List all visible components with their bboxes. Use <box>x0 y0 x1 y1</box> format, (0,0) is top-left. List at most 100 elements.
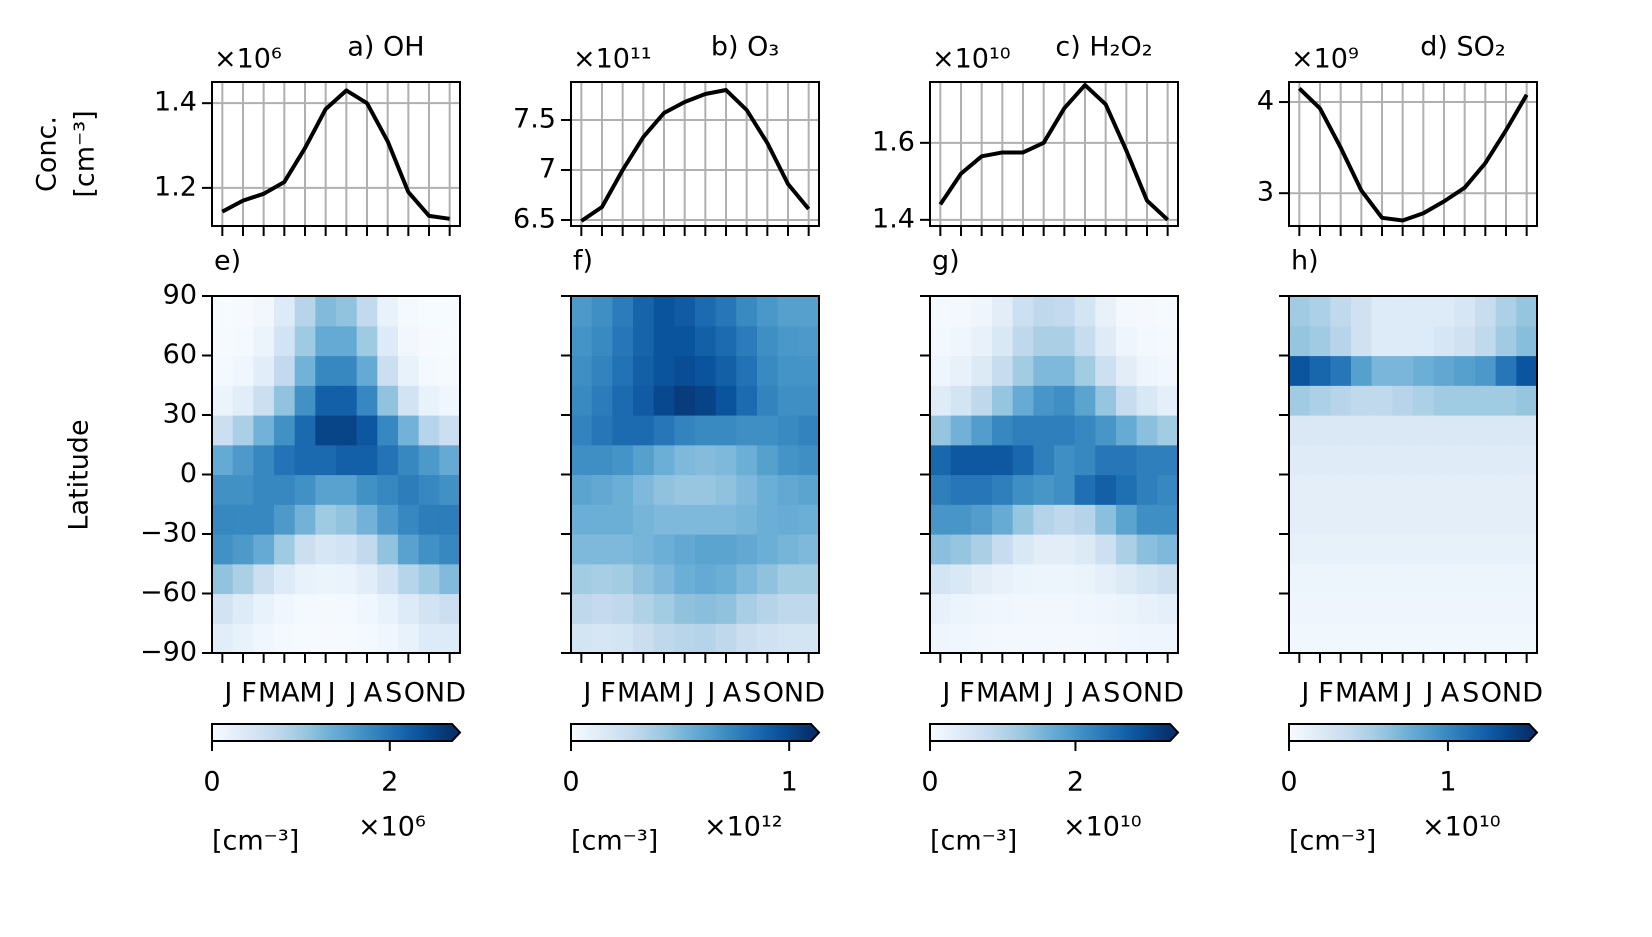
panel-title: d) SO₂ <box>1420 32 1505 63</box>
heatmap-cell <box>1433 593 1455 624</box>
heatmap-cell <box>1433 534 1455 565</box>
heatmap-cell <box>294 623 316 654</box>
heatmap-cell <box>1309 593 1331 624</box>
heatmap-cell <box>591 504 613 535</box>
heatmap-cell <box>274 296 296 327</box>
heatmap-cell <box>294 563 316 595</box>
x-tick-label: A <box>1358 678 1377 709</box>
heatmap-cell <box>653 593 675 624</box>
heatmap-cell <box>1289 415 1311 446</box>
y-axis-label: [cm⁻³] <box>70 110 101 197</box>
panel-title: c) H₂O₂ <box>1055 32 1152 63</box>
heatmap-cell <box>695 504 717 535</box>
heatmap-cell <box>653 474 675 505</box>
heatmap-cell <box>1012 415 1034 446</box>
colorbar-tick-label: 1 <box>781 767 798 798</box>
x-tick-label: S <box>744 678 761 709</box>
heatmap-cell <box>377 593 399 624</box>
heatmap-cell <box>1095 385 1117 416</box>
heatmap-cell <box>315 355 337 386</box>
heatmap-cell <box>294 534 316 565</box>
heatmap-cell <box>1054 563 1076 595</box>
heatmap-cell <box>439 355 461 386</box>
heatmap-cell <box>950 296 972 327</box>
heatmap-cell <box>294 355 316 386</box>
heatmap-cell <box>1454 415 1476 446</box>
heatmap-cell <box>253 415 275 446</box>
x-tick-label: S <box>385 678 402 709</box>
heatmap-cell <box>1116 534 1138 565</box>
offset-label: ×10⁶ <box>214 44 282 75</box>
heatmap-cell <box>336 325 358 357</box>
x-tick-label: O <box>763 678 784 709</box>
heatmap-cell <box>1516 444 1538 476</box>
heatmap-cell <box>971 296 993 327</box>
heatmap-cell <box>1454 474 1476 505</box>
heatmap-cell <box>950 325 972 357</box>
heatmap-cell <box>1289 593 1311 624</box>
x-tick-label: A <box>364 678 383 709</box>
heatmap-cell <box>1012 325 1034 357</box>
heatmap-cell <box>1136 563 1158 595</box>
heatmap-cell <box>653 415 675 446</box>
panel-title: b) O₃ <box>711 32 779 63</box>
heatmap-cell <box>992 623 1014 654</box>
heatmap-cell <box>439 385 461 416</box>
heatmap-cell <box>439 296 461 327</box>
heatmap-cell <box>418 444 440 476</box>
heatmap-cell <box>336 296 358 327</box>
x-tick-label: M <box>658 678 681 709</box>
colorbar <box>1289 724 1529 741</box>
heatmap-cell <box>1116 593 1138 624</box>
heatmap-cell <box>1289 444 1311 476</box>
x-tick-label: A <box>1441 678 1460 709</box>
heatmap-cell <box>1371 563 1393 595</box>
heatmap-cell <box>1012 534 1034 565</box>
heatmap-cell <box>736 415 758 446</box>
heatmap-cell <box>1475 504 1497 535</box>
heatmap-cell <box>1136 415 1158 446</box>
heatmap-cell <box>715 444 737 476</box>
heatmap-cell <box>950 444 972 476</box>
heatmap-cell <box>757 623 779 654</box>
x-tick-label: D <box>804 678 825 709</box>
heatmap-cell <box>1495 385 1517 416</box>
heatmap-cell <box>1413 563 1435 595</box>
heatmap-cell <box>1095 504 1117 535</box>
heatmap-cell <box>212 415 234 446</box>
heatmap-cell <box>798 415 820 446</box>
heatmap-cell <box>736 296 758 327</box>
heatmap-cell <box>777 504 799 535</box>
heatmap-cell <box>798 325 820 357</box>
x-tick-label: M <box>617 678 640 709</box>
heatmap-cell <box>1392 355 1414 386</box>
heatmap-cell <box>591 296 613 327</box>
heatmap-cell <box>674 623 696 654</box>
heatmap-cell <box>798 623 820 654</box>
heatmap-cell <box>336 444 358 476</box>
heatmap-cell <box>1475 325 1497 357</box>
x-tick-label: J <box>581 678 591 709</box>
heatmap-cell <box>1413 623 1435 654</box>
heatmap-cell <box>777 385 799 416</box>
heatmap-cell <box>1516 504 1538 535</box>
heatmap-cell <box>736 355 758 386</box>
heatmap-cell <box>571 534 593 565</box>
heatmap-cell <box>757 534 779 565</box>
heatmap-cell <box>253 534 275 565</box>
heatmap-cell <box>1371 296 1393 327</box>
heatmap-cell <box>695 385 717 416</box>
heatmap-cell <box>1033 474 1055 505</box>
heatmap-cell <box>253 444 275 476</box>
heatmap-cell <box>1157 623 1179 654</box>
heatmap-cell <box>777 623 799 654</box>
heatmap-cell <box>232 534 254 565</box>
heatmap-cell <box>398 325 420 357</box>
heatmap-cell <box>653 325 675 357</box>
heatmap-cell <box>695 563 717 595</box>
heatmap-cell <box>571 593 593 624</box>
heatmap-cell <box>294 593 316 624</box>
panel-label: h) <box>1291 246 1319 277</box>
heatmap-cell <box>930 504 952 535</box>
heatmap-cell <box>315 593 337 624</box>
